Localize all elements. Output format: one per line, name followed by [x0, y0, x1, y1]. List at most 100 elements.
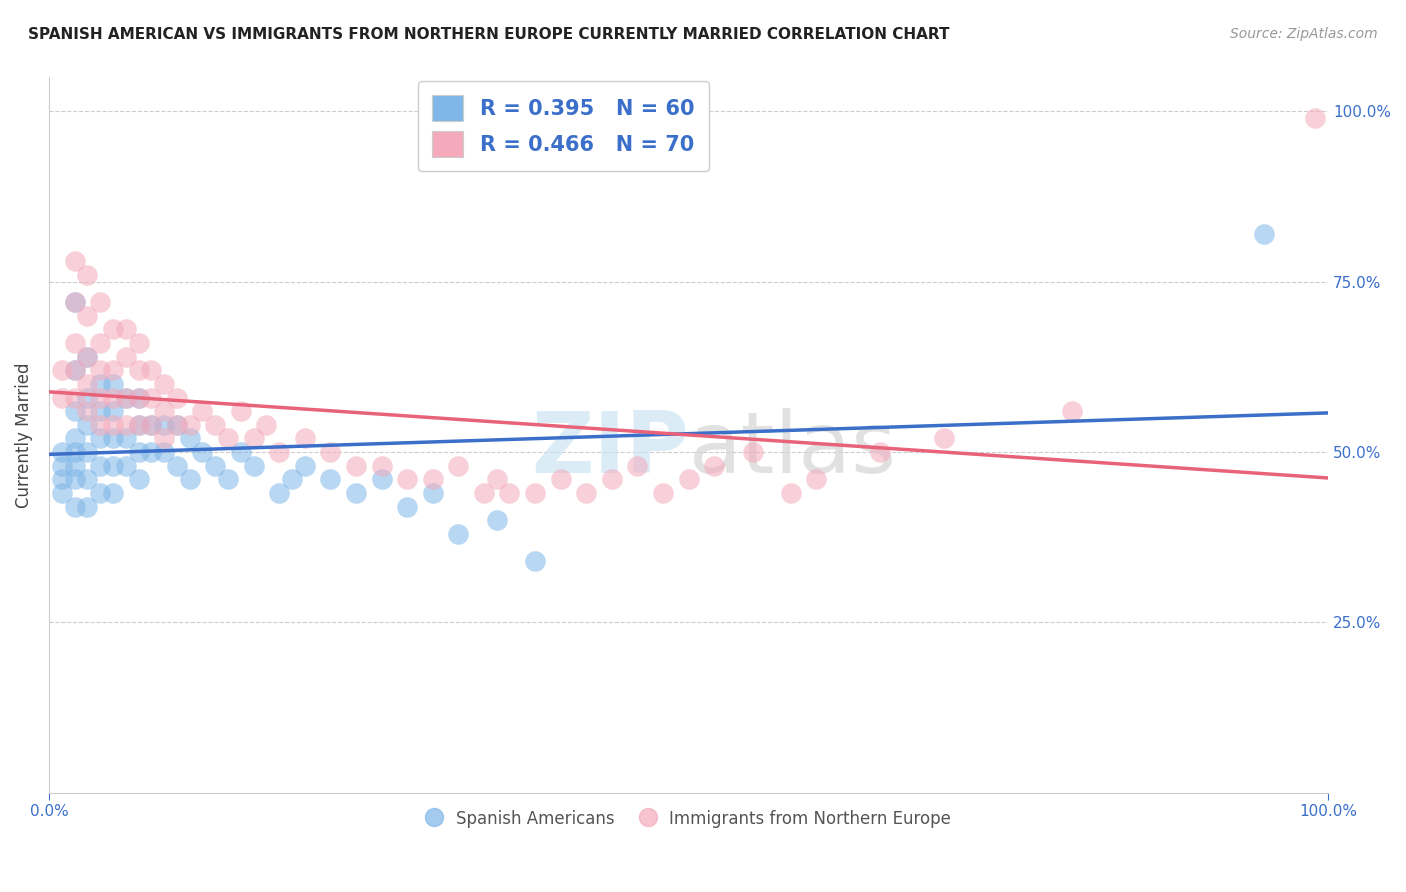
Point	[703, 458, 725, 473]
Point	[269, 445, 291, 459]
Point	[89, 336, 111, 351]
Point	[153, 445, 176, 459]
Point	[141, 363, 163, 377]
Point	[678, 472, 700, 486]
Point	[114, 322, 136, 336]
Point	[89, 404, 111, 418]
Point	[1062, 404, 1084, 418]
Point	[869, 445, 891, 459]
Point	[179, 417, 201, 432]
Point	[89, 295, 111, 310]
Point	[114, 458, 136, 473]
Point	[153, 376, 176, 391]
Point	[652, 486, 675, 500]
Point	[63, 432, 86, 446]
Point	[76, 472, 98, 486]
Point	[51, 391, 73, 405]
Point	[242, 458, 264, 473]
Point	[1305, 112, 1327, 126]
Point	[76, 500, 98, 514]
Point	[51, 472, 73, 486]
Point	[396, 500, 419, 514]
Point	[128, 417, 150, 432]
Point	[626, 458, 648, 473]
Point	[217, 432, 239, 446]
Point	[128, 363, 150, 377]
Point	[76, 350, 98, 364]
Text: ZIP: ZIP	[531, 408, 689, 491]
Point	[63, 254, 86, 268]
Point	[600, 472, 623, 486]
Point	[166, 391, 188, 405]
Point	[63, 363, 86, 377]
Point	[281, 472, 304, 486]
Point	[114, 350, 136, 364]
Point	[101, 432, 124, 446]
Point	[128, 391, 150, 405]
Point	[1253, 227, 1275, 241]
Point	[396, 472, 419, 486]
Point	[447, 458, 470, 473]
Point	[472, 486, 495, 500]
Point	[934, 432, 956, 446]
Point	[254, 417, 277, 432]
Point	[229, 445, 252, 459]
Point	[166, 417, 188, 432]
Point	[217, 472, 239, 486]
Point	[63, 363, 86, 377]
Point	[370, 458, 392, 473]
Point	[114, 432, 136, 446]
Point	[63, 404, 86, 418]
Point	[242, 432, 264, 446]
Point	[89, 417, 111, 432]
Point	[179, 472, 201, 486]
Point	[806, 472, 828, 486]
Point	[101, 486, 124, 500]
Point	[76, 376, 98, 391]
Point	[101, 391, 124, 405]
Point	[319, 472, 342, 486]
Point	[294, 432, 316, 446]
Point	[101, 363, 124, 377]
Point	[101, 458, 124, 473]
Point	[51, 363, 73, 377]
Point	[89, 486, 111, 500]
Point	[780, 486, 803, 500]
Point	[89, 458, 111, 473]
Point	[128, 336, 150, 351]
Point	[76, 309, 98, 323]
Point	[524, 554, 547, 568]
Text: Source: ZipAtlas.com: Source: ZipAtlas.com	[1230, 27, 1378, 41]
Point	[76, 391, 98, 405]
Point	[89, 363, 111, 377]
Point	[485, 513, 508, 527]
Point	[269, 486, 291, 500]
Point	[153, 432, 176, 446]
Point	[51, 445, 73, 459]
Point	[128, 472, 150, 486]
Point	[63, 472, 86, 486]
Point	[179, 432, 201, 446]
Point	[89, 376, 111, 391]
Point	[319, 445, 342, 459]
Point	[63, 336, 86, 351]
Point	[114, 391, 136, 405]
Point	[89, 391, 111, 405]
Point	[63, 458, 86, 473]
Text: atlas: atlas	[689, 408, 897, 491]
Point	[153, 404, 176, 418]
Point	[166, 417, 188, 432]
Point	[141, 417, 163, 432]
Point	[422, 472, 444, 486]
Point	[575, 486, 598, 500]
Point	[141, 391, 163, 405]
Text: SPANISH AMERICAN VS IMMIGRANTS FROM NORTHERN EUROPE CURRENTLY MARRIED CORRELATIO: SPANISH AMERICAN VS IMMIGRANTS FROM NORT…	[28, 27, 949, 42]
Point	[76, 268, 98, 282]
Point	[114, 391, 136, 405]
Point	[89, 432, 111, 446]
Point	[101, 376, 124, 391]
Point	[101, 322, 124, 336]
Point	[191, 404, 214, 418]
Point	[76, 404, 98, 418]
Point	[344, 486, 367, 500]
